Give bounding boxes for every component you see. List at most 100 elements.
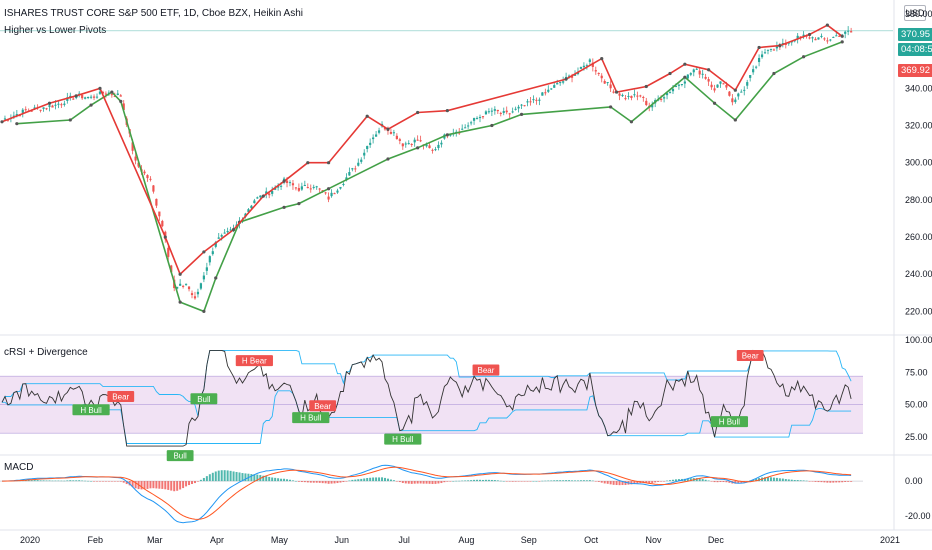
candle-body — [579, 67, 583, 69]
price-tick-label: 320.00 — [905, 121, 932, 131]
macd-histogram-bar — [164, 481, 167, 490]
macd-histogram-bar — [841, 481, 844, 483]
candle-body — [585, 65, 588, 67]
macd-histogram-bar — [404, 481, 407, 484]
macd-title: MACD — [4, 462, 34, 473]
macd-histogram-bar — [69, 480, 72, 482]
pivot-dot — [89, 103, 93, 107]
candle-body — [582, 65, 586, 68]
candle-body — [199, 283, 203, 289]
candle-body — [618, 93, 621, 96]
macd-histogram-bar — [410, 481, 413, 484]
candle-body — [351, 168, 354, 170]
pivot-dot — [15, 122, 19, 126]
macd-histogram-bar — [464, 480, 467, 482]
candle-body — [407, 143, 410, 145]
macd-histogram-bar — [823, 481, 826, 483]
macd-histogram-bar — [826, 481, 829, 483]
macd-histogram-bar — [253, 474, 256, 482]
candle-body — [769, 48, 773, 50]
candle-body — [603, 80, 606, 84]
macd-histogram-bar — [737, 481, 740, 484]
candle-body — [835, 35, 838, 37]
macd-histogram-bar — [158, 481, 161, 489]
macd-histogram-bar — [808, 481, 811, 482]
crsi-tick-label: 25.00 — [905, 432, 928, 442]
candle-body — [143, 171, 146, 174]
pivot-dot — [282, 179, 286, 183]
macd-histogram-bar — [345, 481, 348, 482]
macd-histogram-bar — [544, 480, 547, 482]
candle-body — [642, 96, 645, 98]
candle-body — [149, 178, 152, 180]
divergence-label-box — [166, 450, 194, 462]
macd-histogram-bar — [612, 481, 615, 485]
macd-histogram-bar — [274, 477, 277, 482]
candle-body — [683, 81, 686, 84]
candle-body — [850, 31, 853, 33]
macd-histogram-bar — [98, 481, 101, 482]
macd-histogram-bar — [407, 481, 410, 484]
macd-histogram-bar — [72, 480, 75, 482]
macd-histogram-bar — [820, 481, 823, 483]
macd-histogram-bar — [283, 478, 286, 482]
candle-body — [746, 82, 749, 86]
candle-body — [523, 105, 526, 107]
price-tick-label: 280.00 — [905, 195, 932, 205]
macd-histogram-bar — [553, 480, 556, 482]
macd-histogram-bar — [734, 481, 737, 484]
macd-histogram-bar — [603, 481, 606, 484]
macd-histogram-bar — [398, 481, 401, 483]
macd-histogram-bar — [790, 479, 793, 482]
candle-body — [170, 265, 173, 273]
pivot-dot — [365, 114, 369, 118]
candle-body — [517, 106, 520, 109]
macd-histogram-bar — [386, 478, 389, 482]
candle-body — [440, 142, 443, 145]
candle-body — [392, 132, 396, 134]
candle-body — [24, 109, 27, 111]
macd-histogram-bar — [502, 481, 505, 482]
candle-body — [15, 114, 18, 116]
currency-button[interactable]: USD — [904, 5, 926, 21]
macd-histogram-bar — [309, 481, 312, 483]
candle-body — [372, 137, 375, 140]
pivot-dot — [712, 101, 717, 105]
macd-histogram-bar — [716, 481, 719, 483]
macd-histogram-bar — [556, 480, 559, 482]
candle-body — [45, 108, 48, 110]
candle-body — [229, 229, 232, 231]
macd-histogram-bar — [778, 478, 781, 482]
candle-body — [345, 177, 348, 181]
macd-histogram-bar — [30, 480, 33, 482]
crsi-upper-band — [1, 349, 852, 417]
macd-histogram-bar — [467, 480, 470, 482]
macd-histogram-bar — [769, 477, 772, 482]
candle-body — [21, 109, 24, 113]
candle-body — [333, 193, 336, 195]
macd-histogram-bar — [84, 480, 87, 482]
macd-histogram-bar — [93, 481, 96, 482]
divergence-label: Bull — [197, 395, 211, 404]
candle-body — [609, 84, 612, 89]
pivot-dot — [386, 157, 390, 161]
crsi-lower-band — [2, 390, 852, 444]
macd-histogram-bar — [493, 480, 496, 482]
divergence-label-box — [384, 433, 422, 445]
candle-body — [553, 85, 556, 88]
pivot-dot — [683, 75, 687, 79]
candle-body — [122, 103, 125, 111]
macd-histogram-bar — [110, 481, 113, 482]
candle-body — [81, 94, 84, 99]
candle-body — [757, 57, 761, 63]
macd-histogram-bar — [363, 478, 366, 482]
macd-histogram-bar — [232, 471, 235, 482]
higher-pivot-line — [16, 41, 843, 313]
candle-body — [508, 113, 511, 115]
candle-body — [760, 54, 764, 58]
macd-histogram-bar — [811, 481, 814, 482]
candle-body — [665, 93, 669, 96]
macd-histogram-bar — [710, 481, 713, 482]
macd-histogram-bar — [458, 480, 461, 482]
